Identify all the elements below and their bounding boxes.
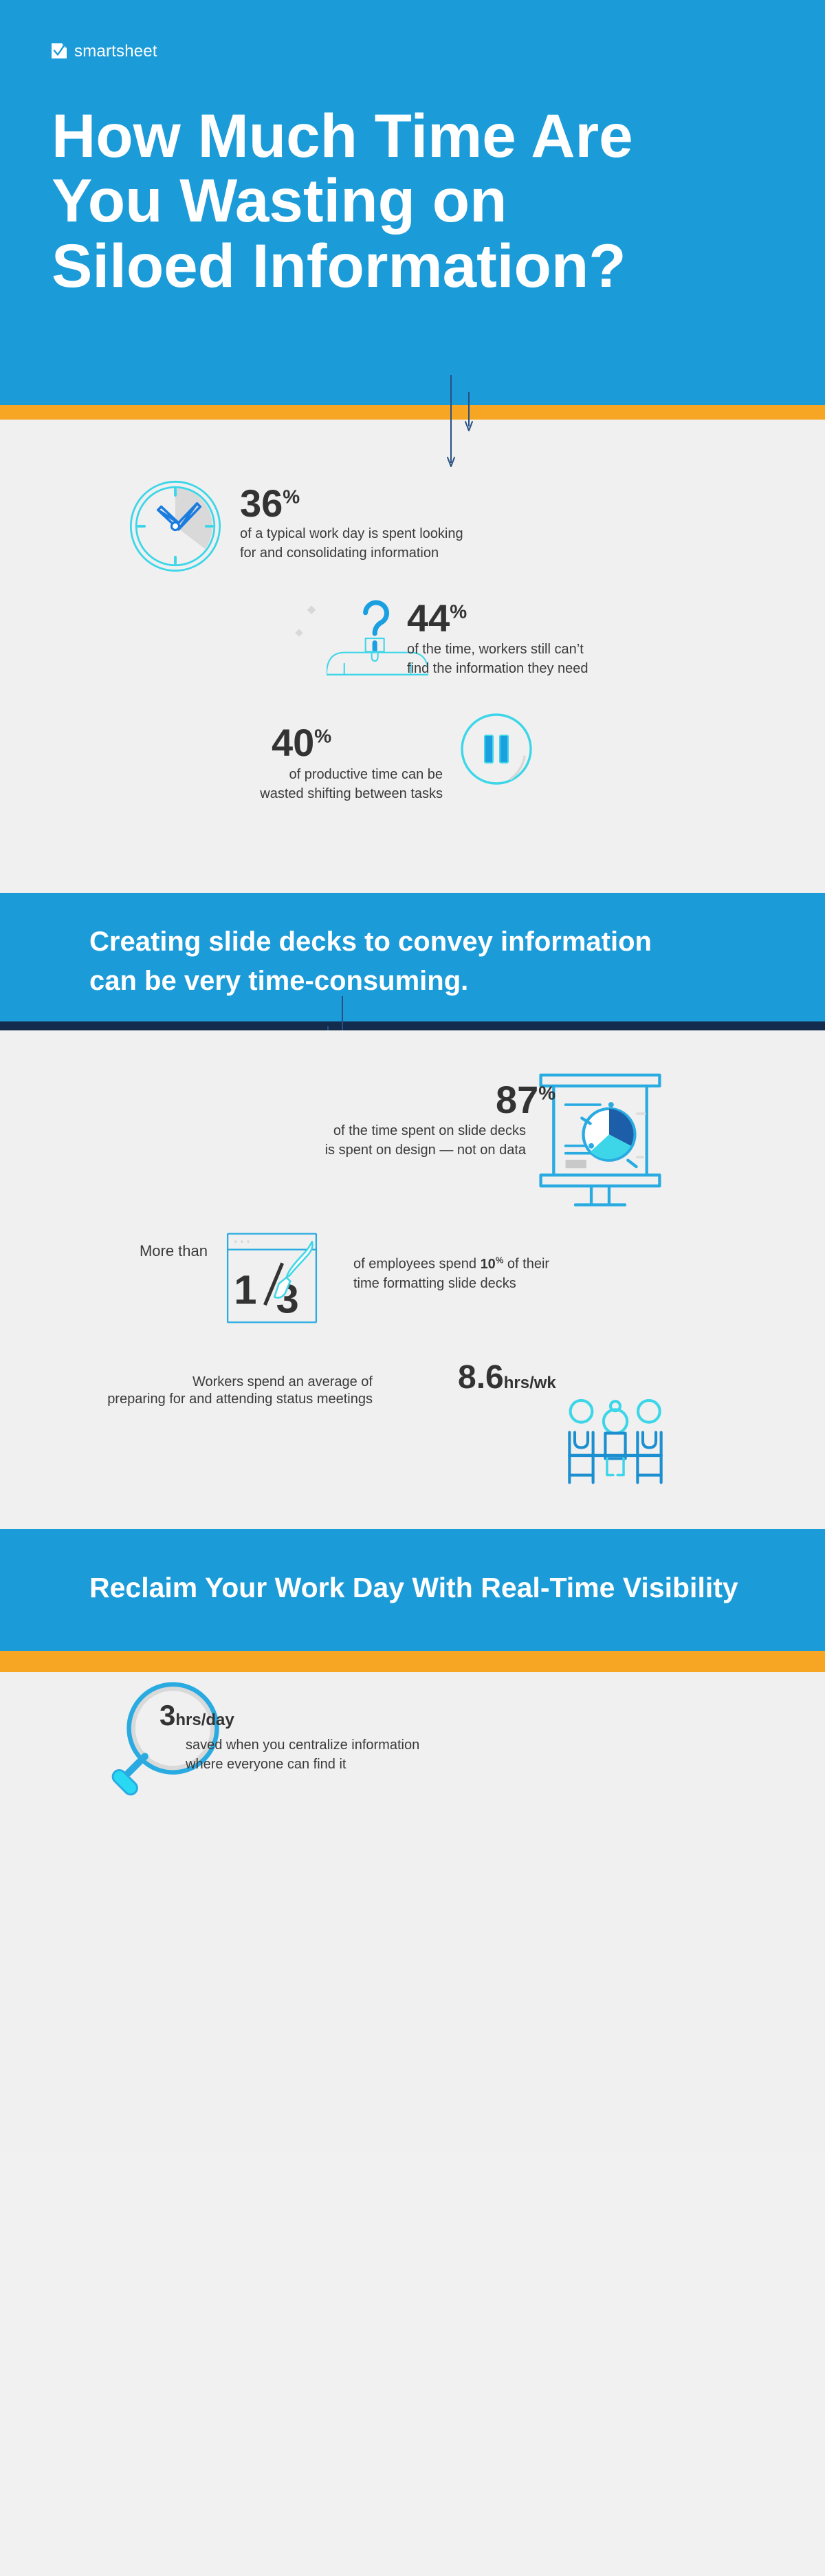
svg-text:1: 1 (234, 1267, 256, 1313)
